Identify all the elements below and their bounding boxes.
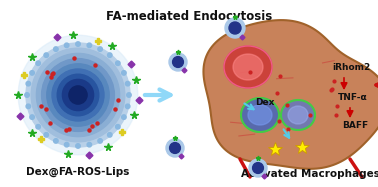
- Ellipse shape: [36, 125, 40, 129]
- Ellipse shape: [241, 98, 279, 132]
- Ellipse shape: [248, 105, 272, 125]
- Ellipse shape: [42, 59, 115, 131]
- Ellipse shape: [166, 139, 184, 157]
- Ellipse shape: [47, 64, 109, 126]
- Ellipse shape: [64, 142, 69, 147]
- Ellipse shape: [116, 125, 120, 129]
- Ellipse shape: [225, 18, 245, 38]
- Ellipse shape: [127, 93, 131, 97]
- Ellipse shape: [87, 142, 91, 147]
- Ellipse shape: [36, 53, 119, 137]
- Ellipse shape: [125, 81, 130, 86]
- Ellipse shape: [87, 43, 91, 47]
- Ellipse shape: [98, 47, 102, 51]
- Ellipse shape: [31, 48, 125, 142]
- Ellipse shape: [26, 104, 31, 109]
- Ellipse shape: [52, 69, 104, 121]
- Ellipse shape: [122, 115, 126, 119]
- Ellipse shape: [229, 22, 241, 34]
- Ellipse shape: [54, 47, 58, 51]
- Ellipse shape: [69, 86, 87, 104]
- Ellipse shape: [233, 54, 263, 80]
- Ellipse shape: [18, 35, 138, 155]
- Ellipse shape: [36, 61, 40, 65]
- Ellipse shape: [25, 93, 29, 97]
- Ellipse shape: [30, 115, 34, 119]
- Text: TNF-α: TNF-α: [338, 93, 368, 102]
- Ellipse shape: [224, 46, 272, 88]
- FancyArrowPatch shape: [145, 89, 170, 101]
- Ellipse shape: [170, 143, 180, 153]
- Ellipse shape: [98, 139, 102, 143]
- Ellipse shape: [107, 53, 112, 57]
- Ellipse shape: [169, 53, 187, 71]
- FancyArrowPatch shape: [284, 129, 289, 138]
- Ellipse shape: [76, 42, 80, 46]
- Ellipse shape: [54, 139, 58, 143]
- Text: FA-mediated Endocytosis: FA-mediated Endocytosis: [106, 10, 272, 23]
- Ellipse shape: [116, 61, 120, 65]
- Ellipse shape: [44, 53, 48, 57]
- Ellipse shape: [30, 71, 34, 75]
- Ellipse shape: [107, 133, 112, 137]
- Ellipse shape: [44, 133, 48, 137]
- Ellipse shape: [62, 79, 94, 111]
- Ellipse shape: [76, 144, 80, 148]
- Text: Dex@FA-ROS-Lips: Dex@FA-ROS-Lips: [26, 167, 130, 177]
- Ellipse shape: [57, 74, 99, 116]
- Ellipse shape: [122, 71, 126, 75]
- Text: Activated Macrophages: Activated Macrophages: [240, 169, 378, 179]
- Polygon shape: [203, 20, 378, 169]
- Ellipse shape: [249, 159, 267, 177]
- Ellipse shape: [173, 57, 183, 67]
- Ellipse shape: [26, 81, 31, 86]
- Ellipse shape: [125, 104, 130, 109]
- Text: Dex: Dex: [255, 97, 274, 107]
- Ellipse shape: [288, 106, 308, 124]
- Ellipse shape: [253, 163, 263, 173]
- Text: BAFF: BAFF: [342, 120, 368, 130]
- Text: iRhom2: iRhom2: [332, 62, 370, 71]
- FancyArrowPatch shape: [244, 103, 254, 109]
- Ellipse shape: [26, 43, 130, 147]
- Ellipse shape: [64, 43, 69, 47]
- Ellipse shape: [281, 100, 315, 130]
